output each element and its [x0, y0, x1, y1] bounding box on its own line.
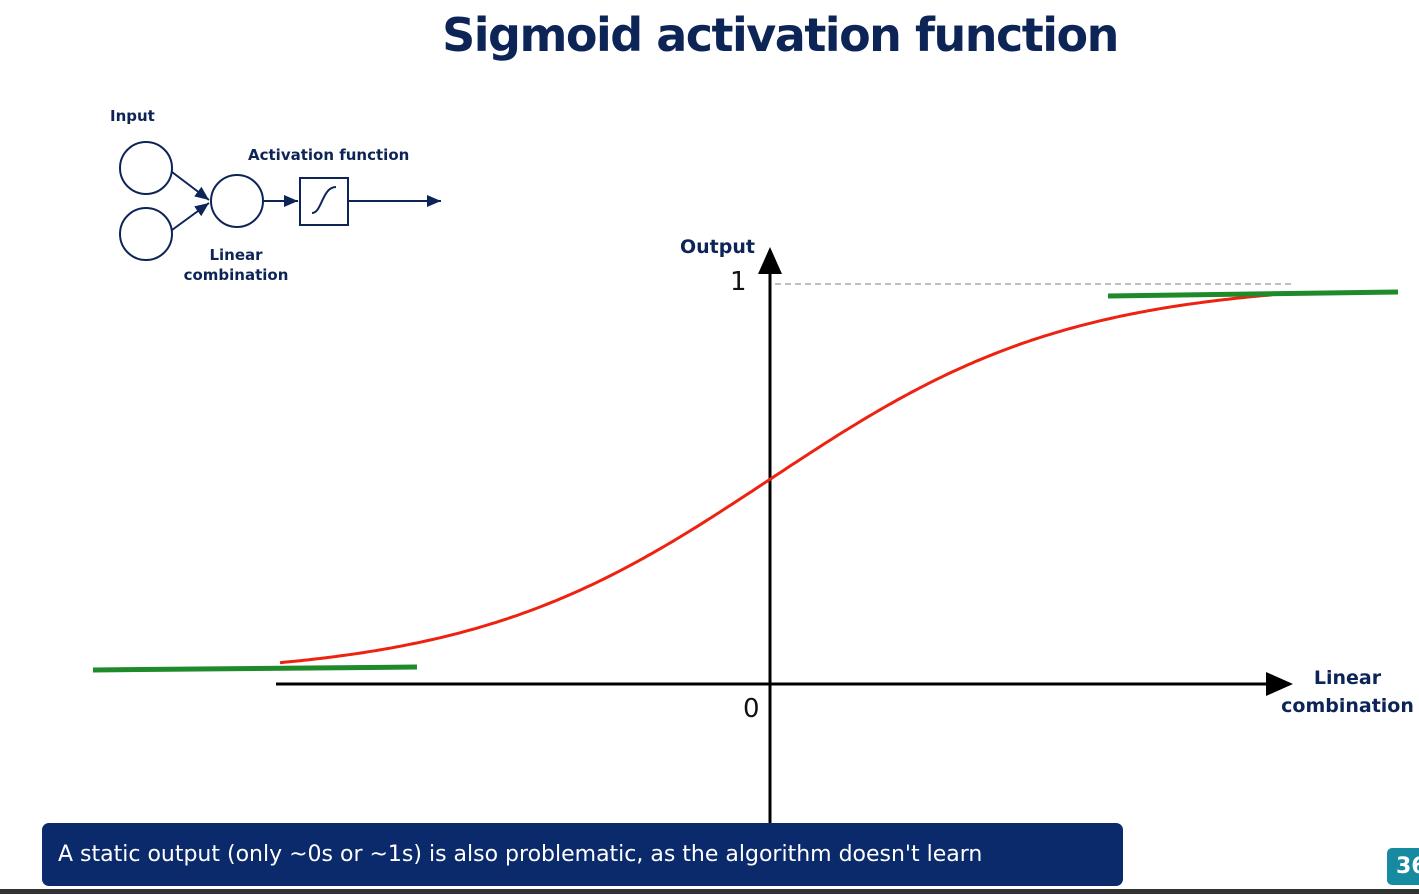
bottom-bar [0, 889, 1419, 894]
low-saturation-line [92, 664, 418, 673]
sigmoid-curve [279, 293, 1273, 665]
page-number-badge: 36 [1387, 848, 1419, 885]
x-axis-label-line2: combination [1281, 695, 1414, 717]
linear-label-line2: combination [183, 266, 289, 284]
neuron-diagram [119, 141, 441, 261]
activation-function-label: Activation function [248, 146, 410, 164]
y-tick-1: 1 [730, 267, 747, 297]
linear-label-line1: Linear [209, 246, 263, 264]
activation-box [299, 177, 349, 226]
input-node-2 [119, 207, 173, 261]
x-axis-label: Linear combination [1280, 664, 1415, 720]
input-node-1 [119, 141, 173, 195]
slide-title: Sigmoid activation function [442, 8, 1119, 62]
caption-banner: A static output (only ~0s or ~1s) is als… [42, 823, 1123, 886]
edge-1 [171, 171, 210, 201]
origin-tick: 0 [743, 694, 760, 724]
x-axis-label-line1: Linear [1313, 667, 1382, 689]
high-saturation-line [1107, 289, 1399, 299]
input-label: Input [110, 107, 155, 125]
linear-combination-node [210, 174, 264, 228]
linear-combination-label: Linear combination [176, 245, 296, 285]
sigmoid-glyph-icon [311, 186, 337, 214]
y-axis-label: Output [680, 236, 755, 258]
edge-2 [171, 202, 210, 231]
